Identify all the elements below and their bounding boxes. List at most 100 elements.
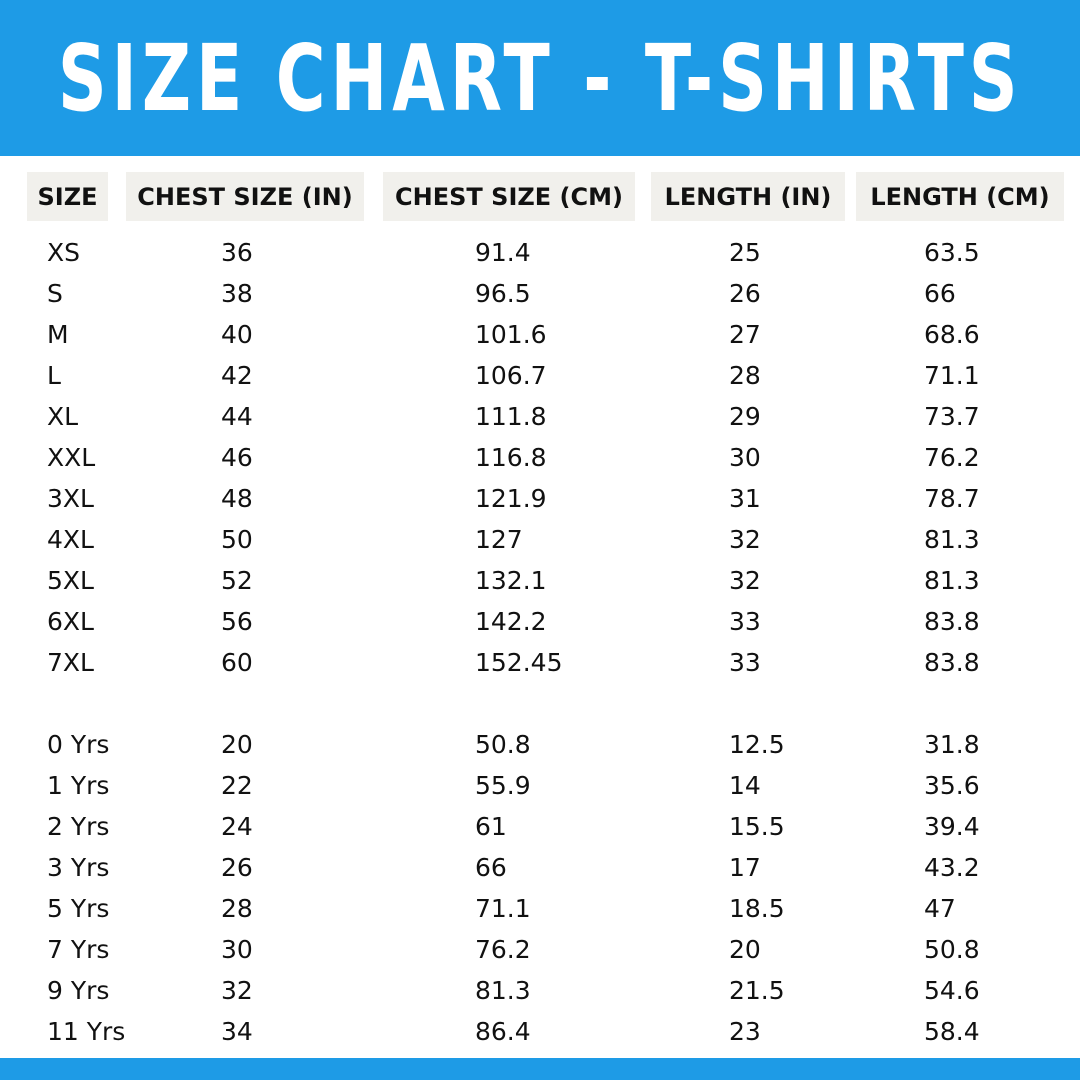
measurement-cell: 44 <box>221 402 253 431</box>
measurement-cell: 50.8 <box>924 935 980 964</box>
measurement-cell: 71.1 <box>924 361 980 390</box>
measurement-cell: 22 <box>221 771 253 800</box>
measurement-cell: 86.4 <box>475 1017 531 1046</box>
measurement-cell: 142.2 <box>475 607 547 636</box>
measurement-cell: 25 <box>729 238 761 267</box>
measurement-cell: 30 <box>221 935 253 964</box>
measurement-cell: 116.8 <box>475 443 547 472</box>
measurement-cell: 101.6 <box>475 320 547 349</box>
measurement-cell: 34 <box>221 1017 253 1046</box>
measurement-cell: 66 <box>924 279 956 308</box>
measurement-cell: 32 <box>221 976 253 1005</box>
measurement-cell: 20 <box>221 730 253 759</box>
measurement-cell: 48 <box>221 484 253 513</box>
measurement-cell: 39.4 <box>924 812 980 841</box>
size-label-cell: 0 Yrs <box>47 730 110 759</box>
measurement-cell: 35.6 <box>924 771 980 800</box>
measurement-cell: 21.5 <box>729 976 785 1005</box>
measurement-cell: 61 <box>475 812 507 841</box>
measurement-cell: 31 <box>729 484 761 513</box>
measurement-cell: 152.45 <box>475 648 563 677</box>
size-label-cell: S <box>47 279 63 308</box>
measurement-cell: 71.1 <box>475 894 531 923</box>
measurement-cell: 26 <box>729 279 761 308</box>
size-label-cell: 9 Yrs <box>47 976 110 1005</box>
measurement-cell: 28 <box>221 894 253 923</box>
measurement-cell: 26 <box>221 853 253 882</box>
measurement-cell: 127 <box>475 525 523 554</box>
measurement-cell: 32 <box>729 525 761 554</box>
measurement-cell: 32 <box>729 566 761 595</box>
measurement-cell: 83.8 <box>924 607 980 636</box>
measurement-cell: 27 <box>729 320 761 349</box>
column-header: LENGTH (CM) <box>856 172 1064 221</box>
measurement-cell: 111.8 <box>475 402 547 431</box>
size-label-cell: 11 Yrs <box>47 1017 126 1046</box>
measurement-cell: 38 <box>221 279 253 308</box>
measurement-cell: 29 <box>729 402 761 431</box>
column-header: SIZE <box>27 172 108 221</box>
size-label-cell: 2 Yrs <box>47 812 110 841</box>
measurement-cell: 60 <box>221 648 253 677</box>
size-label-cell: 5 Yrs <box>47 894 110 923</box>
size-label-cell: 5XL <box>47 566 94 595</box>
measurement-cell: 58.4 <box>924 1017 980 1046</box>
measurement-cell: 81.3 <box>924 525 980 554</box>
measurement-cell: 40 <box>221 320 253 349</box>
measurement-cell: 68.6 <box>924 320 980 349</box>
measurement-cell: 81.3 <box>924 566 980 595</box>
measurement-cell: 30 <box>729 443 761 472</box>
measurement-cell: 83.8 <box>924 648 980 677</box>
size-label-cell: XL <box>47 402 79 431</box>
measurement-cell: 42 <box>221 361 253 390</box>
size-label-cell: 7XL <box>47 648 94 677</box>
measurement-cell: 46 <box>221 443 253 472</box>
column-header: CHEST SIZE (CM) <box>383 172 635 221</box>
measurement-cell: 28 <box>729 361 761 390</box>
measurement-cell: 56 <box>221 607 253 636</box>
measurement-cell: 12.5 <box>729 730 785 759</box>
size-label-cell: XXL <box>47 443 96 472</box>
measurement-cell: 14 <box>729 771 761 800</box>
size-label-cell: 3XL <box>47 484 94 513</box>
measurement-cell: 91.4 <box>475 238 531 267</box>
measurement-cell: 31.8 <box>924 730 980 759</box>
measurement-cell: 54.6 <box>924 976 980 1005</box>
measurement-cell: 55.9 <box>475 771 531 800</box>
size-label-cell: 3 Yrs <box>47 853 110 882</box>
measurement-cell: 18.5 <box>729 894 785 923</box>
measurement-cell: 81.3 <box>475 976 531 1005</box>
measurement-cell: 50.8 <box>475 730 531 759</box>
measurement-cell: 96.5 <box>475 279 531 308</box>
column-header: CHEST SIZE (IN) <box>126 172 364 221</box>
measurement-cell: 20 <box>729 935 761 964</box>
measurement-cell: 121.9 <box>475 484 547 513</box>
measurement-cell: 33 <box>729 648 761 677</box>
measurement-cell: 63.5 <box>924 238 980 267</box>
measurement-cell: 66 <box>475 853 507 882</box>
measurement-cell: 23 <box>729 1017 761 1046</box>
measurement-cell: 43.2 <box>924 853 980 882</box>
measurement-cell: 78.7 <box>924 484 980 513</box>
footer-bar <box>0 1058 1080 1080</box>
measurement-cell: 15.5 <box>729 812 785 841</box>
measurement-cell: 47 <box>924 894 956 923</box>
measurement-cell: 36 <box>221 238 253 267</box>
measurement-cell: 73.7 <box>924 402 980 431</box>
size-label-cell: 1 Yrs <box>47 771 110 800</box>
measurement-cell: 106.7 <box>475 361 547 390</box>
size-label-cell: 7 Yrs <box>47 935 110 964</box>
size-label-cell: 6XL <box>47 607 94 636</box>
measurement-cell: 24 <box>221 812 253 841</box>
measurement-cell: 33 <box>729 607 761 636</box>
page-title: SIZE CHART - T-SHIRTS <box>57 24 1023 132</box>
measurement-cell: 76.2 <box>475 935 531 964</box>
size-label-cell: L <box>47 361 61 390</box>
title-banner: SIZE CHART - T-SHIRTS <box>0 0 1080 156</box>
size-label-cell: M <box>47 320 69 349</box>
size-label-cell: 4XL <box>47 525 94 554</box>
measurement-cell: 132.1 <box>475 566 547 595</box>
measurement-cell: 50 <box>221 525 253 554</box>
column-header: LENGTH (IN) <box>651 172 845 221</box>
measurement-cell: 76.2 <box>924 443 980 472</box>
